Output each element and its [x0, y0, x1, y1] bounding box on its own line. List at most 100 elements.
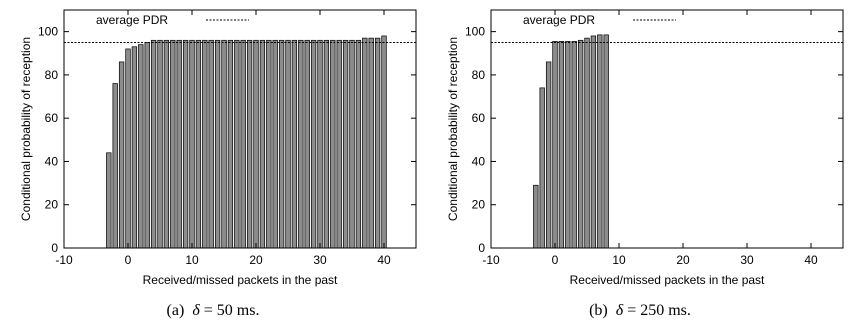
chart-a-plot-frame [63, 9, 417, 249]
chart-a-bar [112, 83, 118, 249]
chart-b-caption-symbol: δ [615, 302, 624, 319]
chart-b-legend-label: average PDR [523, 13, 595, 27]
chart-a-bar [336, 39, 342, 249]
chart-a-bar [189, 39, 195, 249]
chart-a-bar [150, 39, 157, 249]
chart-a-bar [118, 61, 125, 249]
chart-b-caption-label: (b) [589, 302, 608, 319]
chart-a-y-tick-label: 0 [51, 241, 58, 255]
chart-b-y-tick-label: 80 [472, 68, 486, 82]
chart-a-bar [298, 39, 304, 249]
chart-a-svg: -10 0 10 20 30 40020406080100Received/missed … [19, 9, 417, 287]
chart-a-bar [182, 39, 189, 249]
chart-b-bar [571, 41, 577, 249]
chart-a-y-tick-label: 20 [45, 198, 59, 212]
chart-b-y-tick-label: 20 [472, 198, 486, 212]
chart-b-x-tick-label: 20 [676, 253, 690, 267]
chart-b-bar [552, 41, 558, 249]
chart-b-caption-text: = 250 ms. [623, 302, 691, 319]
chart-a-y-tick-label: 60 [45, 111, 59, 125]
chart-b-caption: (b) δ = 250 ms. [427, 302, 853, 320]
chart-a-bar [246, 39, 253, 249]
chart-a-bar [304, 39, 310, 249]
chart-a-bar [227, 39, 234, 249]
chart-a-y-tick-label: 40 [45, 154, 59, 168]
chart-b-y-tick-label: 40 [472, 154, 486, 168]
chart-a-bar [272, 39, 278, 249]
chart-a-bar [381, 35, 387, 249]
chart-b-bar [558, 41, 565, 249]
chart-b-bar [533, 184, 539, 249]
chart-b-x-tick-label: -10 [482, 253, 500, 267]
chart-a-x-tick-label: 40 [377, 253, 391, 267]
chart-b-plot-frame [490, 9, 844, 249]
chart-a-bar [214, 39, 221, 249]
chart-a-bar [259, 39, 266, 249]
chart-b-x-tick-label: 0 [552, 253, 559, 267]
chart-a-bar [362, 37, 368, 249]
chart-a-bar [266, 39, 272, 249]
chart-a-bar [291, 39, 298, 249]
chart-a-caption: (a) δ = 50 ms. [0, 302, 426, 320]
chart-b-x-axis-label: Received/missed packets in the past [570, 273, 765, 287]
chart-a-x-tick-label: 0 [125, 253, 132, 267]
chart-a-bar [285, 39, 291, 249]
chart-panel-b: -10 0 10 20 30 40 0 20 40 60 80 100 Received/missed … [427, 0, 853, 329]
chart-a-bar [131, 46, 138, 249]
chart-a-caption-label: (a) [166, 302, 185, 319]
chart-a-bar [202, 39, 208, 249]
chart-b-y-tick-label: 60 [472, 111, 486, 125]
chart-a-x-tick-label: 30 [313, 253, 327, 267]
chart-b-y-tick-label: 0 [478, 241, 485, 255]
chart-panel-a: -10 0 10 20 30 40 0 20 40 60 80 100 Received/missed … [0, 0, 426, 329]
chart-a-x-tick-label: 10 [185, 253, 199, 267]
chart-a-bar [330, 39, 336, 249]
chart-b-svg: -10 0 10 20 30 40020406080100Received/missed … [446, 9, 844, 287]
chart-b-bar [597, 34, 603, 249]
chart-b-bar [545, 61, 552, 249]
chart-b-bar [590, 35, 597, 249]
chart-a-legend-label: average PDR [96, 13, 168, 27]
chart-a-bar [163, 39, 170, 249]
chart-a-bar [355, 39, 362, 249]
chart-a-x-axis-label: Received/missed packets in the past [143, 273, 338, 287]
chart-a-bar [157, 39, 163, 249]
chart-b-bar [539, 87, 545, 249]
chart-a-bar [170, 39, 176, 249]
chart-b-x-tick-label: 10 [612, 253, 626, 267]
chart-a-caption-symbol: δ [192, 302, 200, 319]
chart-a-bar [125, 48, 131, 249]
chart-a-bar [195, 39, 202, 249]
chart-a-x-tick-label: 20 [249, 253, 263, 267]
chart-a-y-tick-label: 100 [38, 25, 58, 39]
chart-a-bar [176, 39, 182, 249]
chart-b-y-tick-label: 100 [465, 25, 485, 39]
chart-a-bar [349, 39, 355, 249]
chart-b-bar [603, 34, 609, 249]
chart-b-bar [565, 41, 571, 249]
chart-a-bar [234, 39, 240, 249]
chart-a-bar [208, 39, 214, 249]
chart-b-bar [577, 39, 584, 249]
chart-a-bar [317, 39, 323, 249]
chart-a-bar [221, 39, 227, 249]
chart-a-bar [138, 44, 144, 249]
chart-a-bar [310, 39, 317, 249]
chart-a-bar [374, 37, 381, 249]
chart-b-x-tick-label: 40 [804, 253, 818, 267]
chart-a-y-axis-label: Conditional probability of reception [19, 37, 33, 221]
chart-a-x-tick-label: -10 [55, 253, 73, 267]
chart-b-y-axis-label: Conditional probability of reception [446, 37, 460, 221]
chart-a-bar [278, 39, 285, 249]
chart-a-caption-text: = 50 ms. [199, 302, 260, 319]
chart-b-x-tick-label: 30 [740, 253, 754, 267]
chart-a-bar [240, 39, 246, 249]
chart-a-bar [342, 39, 349, 249]
chart-a-bar [106, 152, 112, 249]
chart-b-bar [584, 37, 590, 249]
chart-a-bar [323, 39, 330, 249]
chart-a-y-tick-label: 80 [45, 68, 59, 82]
chart-a-bar [144, 42, 150, 249]
chart-a-bar [368, 37, 374, 249]
chart-a-bar [253, 39, 259, 249]
